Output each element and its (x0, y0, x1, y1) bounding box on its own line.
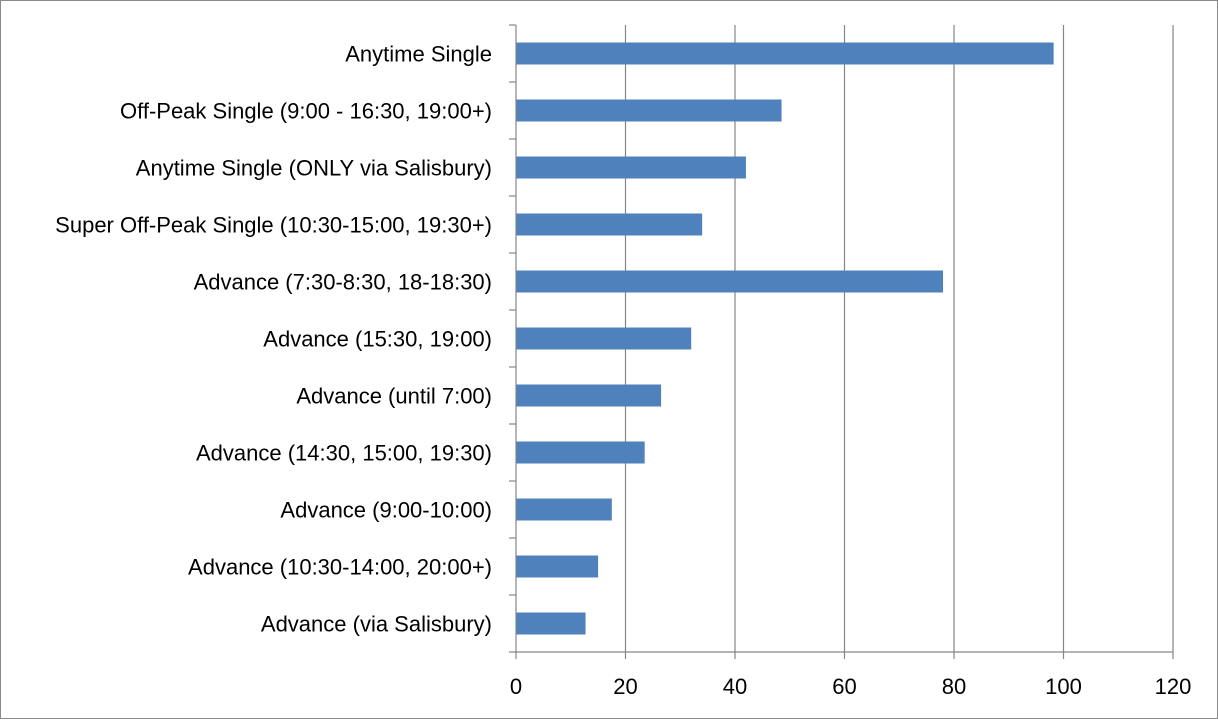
bar (516, 555, 599, 578)
x-tick-label: 0 (510, 674, 522, 699)
category-label: Advance (until 7:00) (296, 384, 492, 409)
labels: 0 20 40 60 80 100 120 Anytime Single Off-Peak Si… (55, 42, 1191, 700)
category-label: Super Off-Peak Single (10:30-15:00, 19:3… (55, 213, 492, 238)
category-label: Anytime Single (345, 42, 492, 67)
bar (516, 612, 586, 635)
category-label: Anytime Single (ONLY via Salisbury) (136, 156, 492, 181)
category-label: Advance (10:30-14:00, 20:00+) (188, 555, 492, 580)
bar (516, 213, 703, 236)
bar (516, 270, 944, 293)
bar (516, 441, 645, 464)
bar (516, 156, 746, 179)
x-tick-label: 60 (832, 674, 856, 699)
x-tick-label: 120 (1155, 674, 1192, 699)
category-label: Off-Peak Single (9:00 - 16:30, 19:00+) (120, 99, 492, 124)
x-tick-label: 100 (1045, 674, 1082, 699)
axes (509, 24, 1174, 659)
gridlines (624, 25, 1174, 652)
bar (516, 42, 1054, 65)
category-label: Advance (via Salisbury) (261, 612, 492, 637)
category-label: Advance (14:30, 15:00, 19:30) (196, 441, 492, 466)
bar (516, 498, 612, 521)
x-tick-label: 40 (723, 674, 747, 699)
bars (516, 42, 1054, 635)
category-label: Advance (9:00-10:00) (280, 498, 492, 523)
x-tick-label: 20 (613, 674, 637, 699)
bar (516, 99, 782, 122)
bar (516, 327, 692, 350)
category-label: Advance (7:30-8:30, 18-18:30) (194, 270, 492, 295)
bar (516, 384, 662, 407)
category-label: Advance (15:30, 19:00) (263, 327, 492, 352)
x-tick-label: 80 (942, 674, 966, 699)
